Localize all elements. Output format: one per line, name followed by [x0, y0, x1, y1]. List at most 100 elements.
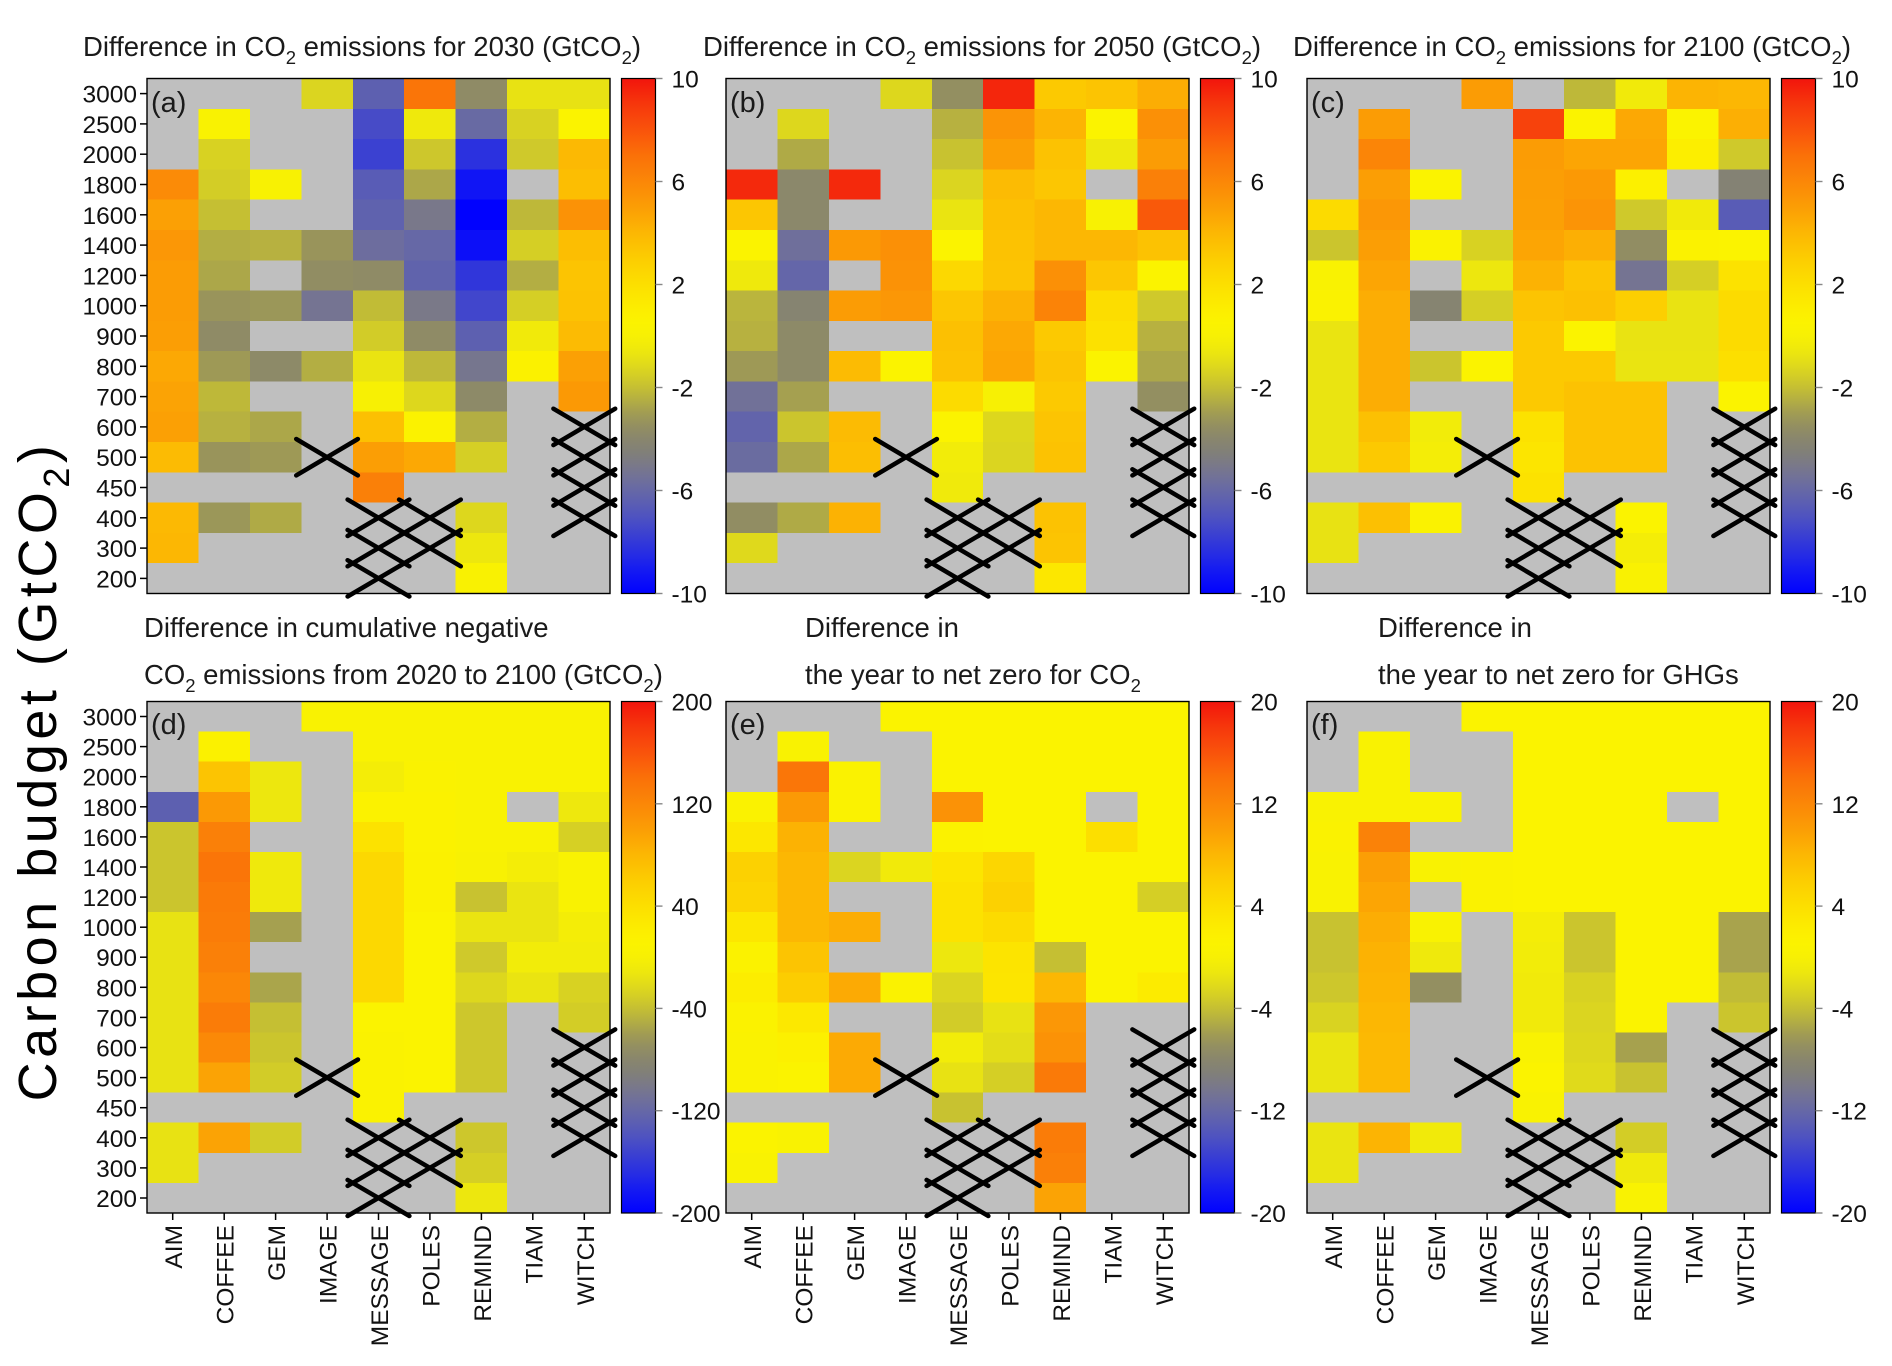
svg-text:(f): (f): [1311, 709, 1338, 741]
svg-text:(c): (c): [1311, 87, 1345, 119]
svg-text:300: 300: [96, 536, 137, 563]
svg-text:Difference in: Difference in: [805, 612, 959, 643]
svg-text:1600: 1600: [82, 203, 137, 230]
svg-text:200: 200: [672, 690, 713, 717]
svg-text:6: 6: [672, 170, 686, 197]
svg-text:450: 450: [96, 1096, 137, 1123]
svg-text:the year to net zero for CO2: the year to net zero for CO2: [805, 659, 1141, 696]
svg-text:2: 2: [1832, 273, 1846, 300]
svg-text:10: 10: [1251, 67, 1278, 94]
svg-text:1000: 1000: [82, 294, 137, 321]
svg-text:REMIND: REMIND: [1630, 1225, 1657, 1322]
svg-text:CO2 emissions from 2020 to 210: CO2 emissions from 2020 to 2100 (GtCO2): [144, 659, 663, 696]
svg-text:400: 400: [96, 506, 137, 533]
svg-text:10: 10: [1832, 67, 1859, 94]
svg-text:IMAGE: IMAGE: [316, 1225, 343, 1304]
svg-text:2: 2: [1251, 273, 1265, 300]
svg-text:20: 20: [1251, 690, 1278, 717]
svg-text:200: 200: [96, 1186, 137, 1213]
svg-text:2500: 2500: [82, 112, 137, 139]
svg-text:1200: 1200: [82, 885, 137, 912]
svg-text:Difference in: Difference in: [1378, 612, 1532, 643]
svg-text:3000: 3000: [82, 82, 137, 109]
svg-text:(e): (e): [730, 709, 765, 741]
svg-text:450: 450: [96, 476, 137, 503]
svg-text:700: 700: [96, 1005, 137, 1032]
svg-text:1200: 1200: [82, 263, 137, 290]
svg-text:-4: -4: [1251, 996, 1273, 1023]
svg-text:TIAM: TIAM: [521, 1225, 548, 1284]
svg-text:200: 200: [96, 566, 137, 593]
svg-text:Difference in CO2 emissions fo: Difference in CO2 emissions for 2050 (Gt…: [703, 31, 1261, 68]
svg-text:300: 300: [96, 1156, 137, 1183]
svg-text:Carbon budget (GtCO2): Carbon budget (GtCO2): [8, 441, 77, 1102]
svg-text:500: 500: [96, 1066, 137, 1093]
svg-text:POLES: POLES: [1578, 1225, 1605, 1307]
svg-text:AIM: AIM: [740, 1225, 767, 1269]
svg-text:1400: 1400: [82, 855, 137, 882]
svg-text:GEM: GEM: [1424, 1225, 1451, 1281]
svg-text:20: 20: [1832, 690, 1859, 717]
svg-text:6: 6: [1251, 170, 1265, 197]
svg-text:IMAGE: IMAGE: [895, 1225, 922, 1304]
svg-text:4: 4: [1251, 894, 1265, 921]
svg-text:800: 800: [96, 354, 137, 381]
svg-text:900: 900: [96, 324, 137, 351]
svg-text:12: 12: [1251, 792, 1278, 819]
svg-text:POLES: POLES: [418, 1225, 445, 1307]
svg-text:MESSAGE: MESSAGE: [1527, 1225, 1554, 1346]
svg-text:2000: 2000: [82, 142, 137, 169]
svg-text:-6: -6: [672, 479, 694, 506]
svg-text:(d): (d): [151, 709, 186, 741]
svg-text:WITCH: WITCH: [1152, 1225, 1179, 1305]
svg-text:Difference in CO2 emissions fo: Difference in CO2 emissions for 2100 (Gt…: [1293, 31, 1851, 68]
svg-text:(a): (a): [151, 87, 186, 119]
svg-text:Difference in CO2 emissions fo: Difference in CO2 emissions for 2030 (Gt…: [83, 31, 641, 68]
svg-text:3000: 3000: [82, 705, 137, 732]
svg-text:-10: -10: [672, 582, 707, 609]
svg-text:600: 600: [96, 1036, 137, 1063]
svg-text:-4: -4: [1832, 996, 1854, 1023]
svg-text:COFFEE: COFFEE: [213, 1225, 240, 1324]
svg-text:COFFEE: COFFEE: [792, 1225, 819, 1324]
svg-text:-12: -12: [1251, 1099, 1286, 1126]
svg-text:-6: -6: [1251, 479, 1273, 506]
svg-text:-2: -2: [1251, 376, 1273, 403]
svg-text:REMIND: REMIND: [1049, 1225, 1076, 1322]
svg-text:-20: -20: [1251, 1201, 1286, 1228]
svg-text:Difference in cumulative negat: Difference in cumulative negative: [144, 612, 549, 643]
svg-text:-120: -120: [672, 1099, 721, 1126]
svg-text:TIAM: TIAM: [1681, 1225, 1708, 1284]
svg-text:TIAM: TIAM: [1100, 1225, 1127, 1284]
svg-text:40: 40: [672, 894, 699, 921]
svg-text:GEM: GEM: [843, 1225, 870, 1281]
svg-text:MESSAGE: MESSAGE: [946, 1225, 973, 1346]
svg-text:POLES: POLES: [997, 1225, 1024, 1307]
svg-text:-12: -12: [1832, 1099, 1867, 1126]
svg-text:COFFEE: COFFEE: [1373, 1225, 1400, 1324]
svg-text:the year to net zero for GHGs: the year to net zero for GHGs: [1378, 659, 1739, 690]
svg-text:1800: 1800: [82, 795, 137, 822]
svg-text:-2: -2: [1832, 376, 1854, 403]
svg-text:6: 6: [1832, 170, 1846, 197]
svg-text:4: 4: [1832, 894, 1846, 921]
svg-text:REMIND: REMIND: [470, 1225, 497, 1322]
svg-text:-10: -10: [1832, 582, 1867, 609]
svg-text:-40: -40: [672, 996, 707, 1023]
svg-text:2500: 2500: [82, 735, 137, 762]
svg-text:-2: -2: [672, 376, 694, 403]
svg-text:120: 120: [672, 792, 713, 819]
svg-text:2: 2: [672, 273, 686, 300]
svg-text:-200: -200: [672, 1201, 721, 1228]
svg-text:400: 400: [96, 1126, 137, 1153]
svg-text:12: 12: [1832, 792, 1859, 819]
svg-text:800: 800: [96, 975, 137, 1002]
svg-text:1400: 1400: [82, 233, 137, 260]
svg-text:700: 700: [96, 385, 137, 412]
svg-text:10: 10: [672, 67, 699, 94]
svg-text:600: 600: [96, 415, 137, 442]
svg-text:MESSAGE: MESSAGE: [367, 1225, 394, 1346]
svg-text:1600: 1600: [82, 825, 137, 852]
svg-text:-20: -20: [1832, 1201, 1867, 1228]
svg-text:900: 900: [96, 945, 137, 972]
